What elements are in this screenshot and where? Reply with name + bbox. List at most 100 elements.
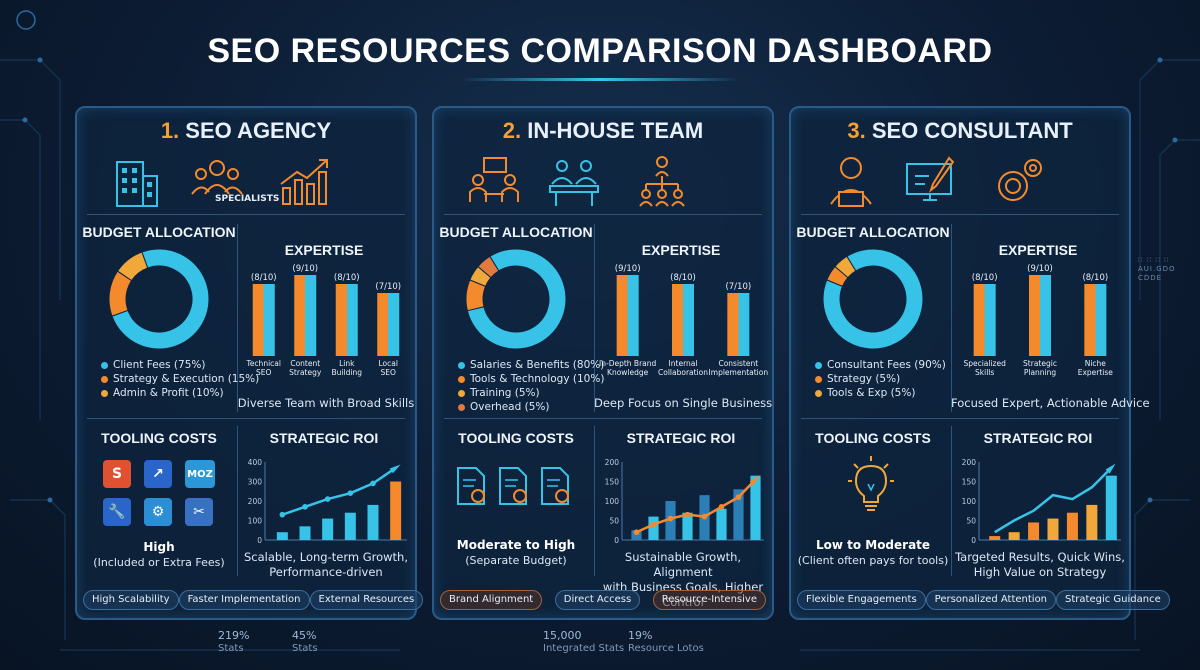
feature-tags: Flexible Engagements Personalized Attenti…	[797, 590, 1170, 610]
divider	[444, 214, 762, 215]
side-label-line: ∷ ∷ ∷ ∷	[1138, 256, 1170, 264]
divider	[237, 224, 238, 412]
legend-dot	[815, 375, 822, 383]
sitemap-icon: ⚙	[144, 498, 172, 526]
document-icon	[499, 467, 527, 505]
stat-value: 15,000	[543, 629, 582, 642]
expertise-category-label: Consistent	[718, 359, 758, 368]
legend-item: Overhead (5%)	[458, 400, 604, 414]
expertise-bar	[1029, 275, 1051, 356]
expertise-title: EXPERTISE	[284, 242, 364, 258]
roi-bar	[1028, 522, 1040, 540]
panel-number: 2.	[502, 118, 522, 143]
budget-donut-chart	[465, 248, 567, 350]
expertise-value-label: (7/10)	[725, 282, 751, 292]
divider	[801, 214, 1119, 215]
roi-trend-point	[347, 490, 354, 496]
roi-bar	[733, 489, 744, 540]
expertise-category-label: Niche	[1085, 359, 1107, 368]
panel-number: 3.	[847, 118, 866, 143]
feature-tags: High Scalability Faster Implementation Ext…	[83, 590, 424, 610]
feature-tag: Personalized Attention	[925, 590, 1057, 610]
expertise-category-label: Internal	[669, 359, 698, 368]
panel-name: IN-HOUSE TEAM	[527, 118, 704, 143]
roi-tick-label: 0	[971, 536, 976, 545]
roi-tick-label: 150	[962, 478, 977, 487]
stat-value: 45%	[292, 629, 317, 642]
roi-trend-line	[281, 466, 397, 516]
strategic-roi-title: STRATEGIC ROI	[626, 430, 736, 446]
budget-legend: Consultant Fees (90%) Strategy (5%) Tools …	[815, 358, 946, 400]
donut-slice	[116, 251, 149, 282]
expertise-caption: Diverse Team with Broad Skills	[237, 396, 415, 410]
expertise-bar-chart: (8/10)TechnicalSEO(9/10)ContentStrategy(…	[246, 264, 402, 377]
roi-trend-point	[370, 480, 376, 487]
legend-item: Strategy & Execution (15%)	[101, 372, 259, 386]
legend-item: Admin & Profit (10%)	[101, 386, 259, 400]
gear-badge-icon	[998, 159, 1042, 201]
roi-tick-label: 200	[248, 497, 263, 506]
roi-bar	[682, 512, 693, 540]
expertise-value-label: (9/10)	[292, 264, 318, 274]
donut-slice	[822, 248, 924, 350]
icons-row	[434, 150, 772, 212]
divider	[594, 426, 595, 576]
stat-value: 219%	[218, 629, 250, 642]
legend-item: Training (5%)	[458, 386, 604, 400]
expertise-category-label: SEO	[381, 368, 396, 377]
panel-seo-consultant: 3. SEO CONSULTANT BUDGET ALLOCATION Consul…	[789, 106, 1170, 620]
legend-dot	[815, 389, 822, 397]
feature-tag: High Scalability	[83, 590, 179, 610]
feature-tags: Brand Alignment Direct Access Resource-Int…	[440, 590, 766, 610]
roi-bar	[322, 518, 334, 540]
roi-trend-point	[718, 504, 725, 510]
legend-item: Client Fees (75%)	[101, 358, 259, 372]
title-underline	[460, 78, 740, 81]
roi-tick-label: 400	[248, 458, 263, 467]
expertise-bar	[672, 284, 694, 356]
legend-label: Training (5%)	[470, 387, 540, 399]
tooling-cost-note: (Separate Budget)	[465, 554, 567, 567]
expertise-bar	[335, 284, 358, 356]
document-tool-icon	[457, 467, 485, 505]
expertise-category-label: Skills	[975, 368, 994, 377]
strategic-roi-title: STRATEGIC ROI	[269, 430, 379, 446]
roi-bar	[299, 526, 311, 540]
divider	[594, 224, 595, 412]
org-chart-icon	[639, 156, 685, 207]
donut-slice	[477, 255, 500, 279]
roi-caption-line: Scalable, Long-term Growth,	[243, 550, 409, 564]
roi-bar	[989, 536, 1001, 540]
roi-arrow-head	[1105, 463, 1116, 474]
expertise-title: EXPERTISE	[641, 242, 721, 258]
divider	[87, 214, 405, 215]
roi-bar	[1066, 512, 1078, 540]
legend-label: Admin & Profit (10%)	[113, 387, 224, 399]
roi-bar	[390, 481, 402, 540]
roi-tick-label: 50	[609, 517, 619, 526]
bottom-stat: 19% Resource Lotos	[628, 630, 704, 655]
icons-row	[791, 150, 1129, 212]
legend-dot	[458, 389, 465, 397]
expertise-category-label: SEO	[256, 368, 271, 377]
roi-caption: Scalable, Long-term Growth, Performance-d…	[237, 550, 415, 580]
roi-caption: Targeted Results, Quick Wins, High Value …	[951, 550, 1129, 580]
legend-item: Tools & Technology (10%)	[458, 372, 604, 386]
bottom-stat: 45% Stats	[292, 630, 318, 655]
roi-trend-point	[279, 511, 286, 518]
donut-slice	[466, 248, 567, 350]
bottom-stat: 15,000 Integrated Stats	[543, 630, 624, 655]
tooling-cost-note: (Included or Extra Fees)	[93, 556, 225, 569]
icon-label: SPECIALISTS	[215, 194, 280, 204]
tools-icon: ✂	[185, 498, 213, 526]
divider	[237, 426, 238, 576]
roi-trend-point	[302, 504, 308, 510]
tooling-costs-title: TOOLING COSTS	[815, 430, 931, 446]
expertise-value-label: (8/10)	[251, 273, 277, 283]
budget-legend: Salaries & Benefits (80%) Tools & Technol…	[458, 358, 604, 414]
expertise-value-label: (8/10)	[1082, 273, 1108, 283]
roi-bar	[750, 475, 761, 540]
feature-tag: Brand Alignment	[440, 590, 543, 610]
